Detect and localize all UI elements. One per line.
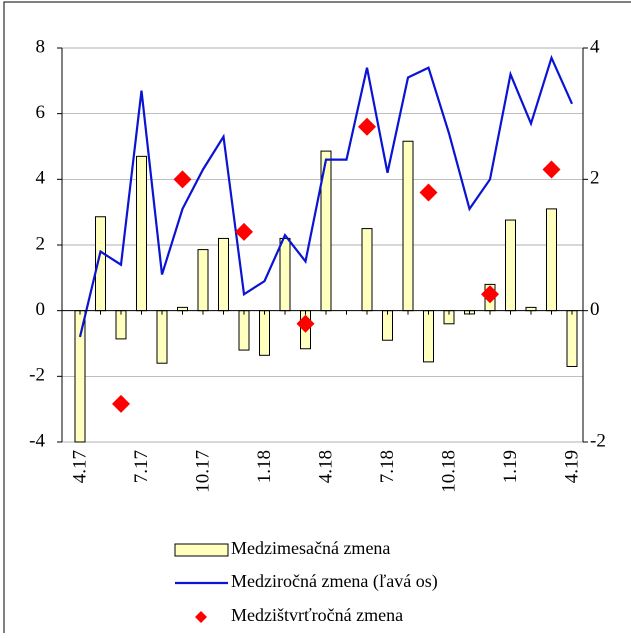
bar (382, 310, 393, 341)
y2-tick-label: 2 (590, 168, 600, 189)
x-tick-label: 4.17 (69, 450, 90, 483)
y2-tick-label: -2 (590, 430, 606, 451)
diamond (296, 314, 315, 333)
bar (361, 228, 373, 312)
bar (566, 310, 578, 367)
y2-tick-label: 4 (590, 36, 600, 57)
y-tick-label: 0 (36, 299, 46, 320)
x-tick-label: 1.19 (500, 450, 521, 483)
bar (197, 249, 209, 312)
legend-diamond-swatch (195, 611, 207, 623)
y-tick-label: -2 (29, 365, 45, 386)
legend-label: Medzimesačná zmena (231, 538, 390, 558)
frame (3, 1, 631, 638)
x-tick-label: 1.18 (254, 450, 275, 483)
y-tick-label: 2 (36, 233, 46, 254)
x-tick-label: 7.18 (377, 450, 398, 483)
diamond (112, 394, 130, 413)
y-tick-label: 8 (36, 36, 46, 57)
diamond (481, 285, 499, 304)
bar (74, 310, 86, 443)
bar (156, 310, 168, 364)
y-tick-label: -4 (29, 430, 45, 451)
bar (115, 310, 127, 340)
bar (136, 155, 147, 312)
diamond (358, 117, 376, 136)
bar (505, 219, 516, 312)
diamond (419, 183, 438, 202)
diamond (235, 222, 253, 241)
legend-bar-swatch (174, 543, 229, 557)
legend-label: Medzištvrťročná zmena (231, 605, 403, 625)
legend-label: Medziročná zmena (ľavá os) (231, 571, 438, 592)
bar (423, 310, 434, 363)
x-tick-label: 4.18 (315, 450, 336, 483)
x-tick-label: 10.18 (438, 450, 459, 493)
diamond (542, 160, 561, 179)
y-tick-label: 6 (36, 102, 46, 123)
bar (218, 237, 229, 312)
bar (238, 310, 250, 351)
line (78, 54, 574, 338)
x-tick-label: 7.17 (131, 450, 152, 483)
bar (259, 310, 270, 356)
bar (402, 140, 414, 312)
x-tick-label: 4.19 (561, 450, 582, 483)
y2-tick-label: 0 (590, 299, 600, 320)
x-tick-label: 10.17 (192, 450, 213, 493)
bar (279, 237, 291, 312)
diamond (173, 170, 192, 189)
y-tick-label: 4 (36, 168, 46, 189)
bar (546, 208, 557, 312)
